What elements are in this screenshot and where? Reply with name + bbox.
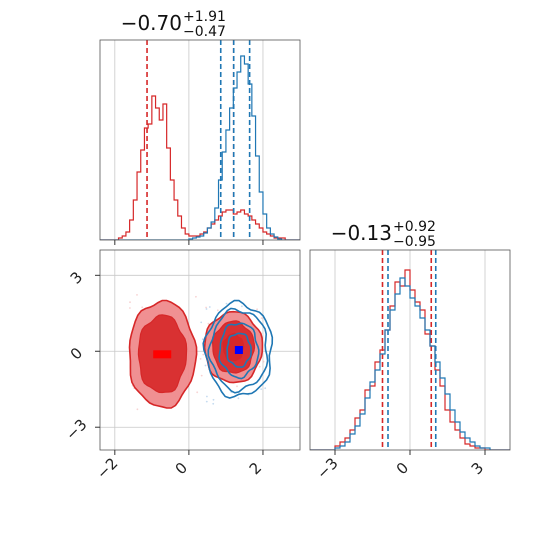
histogram-step-blue (100, 55, 300, 240)
contour-line-blue (202, 299, 274, 399)
sample-point (260, 317, 263, 319)
contour-line-blue (226, 332, 252, 368)
sample-point (201, 338, 204, 341)
panel-title-value: −0.70 (121, 11, 182, 35)
contour-line-blue (218, 322, 260, 380)
sample-point (202, 353, 205, 356)
sample-point (212, 402, 215, 405)
axes-layer: −2 0 2 −3 0 3 −3 0 3 (62, 39, 511, 483)
sample-point (256, 308, 258, 311)
sample-point (204, 364, 207, 367)
sample-point (262, 360, 265, 363)
panel-title-minus: −0.47 (183, 24, 226, 40)
sample-point (199, 358, 202, 360)
sample-point (129, 301, 131, 304)
sample-point (208, 306, 211, 308)
sample-point (205, 306, 208, 309)
histogram-step-red (100, 95, 300, 240)
sample-point (258, 365, 261, 368)
y-tick-label: 0 (67, 344, 86, 363)
titles-layer: −0.70 +1.91−0.47 −0.13 +0.92−0.95 (121, 9, 436, 250)
sample-point (260, 388, 263, 390)
y-tick-label: 3 (67, 268, 86, 287)
sample-point (136, 294, 138, 296)
sample-point (212, 398, 215, 401)
joint-contour-panel (100, 250, 300, 450)
x-tick-label: 3 (468, 459, 487, 478)
sample-point (196, 391, 199, 394)
x-tick-label: −2 (93, 454, 121, 482)
sample-point (205, 400, 208, 403)
sample-point (195, 295, 197, 298)
marker-blue (234, 346, 243, 354)
sample-point (200, 374, 203, 377)
marginal-histogram-param-2 (310, 250, 510, 450)
sample-point (225, 302, 228, 305)
y-tick-label: −3 (62, 415, 90, 443)
contour-line-blue (207, 307, 269, 394)
sample-point (129, 307, 131, 309)
histogram-step-red (310, 269, 510, 450)
sample-point (206, 395, 208, 398)
x-tick-label: 0 (172, 459, 191, 478)
sample-point (236, 385, 238, 388)
x-tick-label: 2 (246, 459, 265, 478)
marker-red (153, 350, 172, 359)
axes-frame (99, 249, 301, 451)
panel-title-minus: −0.95 (393, 234, 436, 250)
panel-title-plus: +1.91 (183, 9, 226, 25)
marginal-histogram-param-1 (100, 40, 300, 240)
sample-point (141, 306, 144, 309)
sample-point (216, 309, 219, 312)
sample-point (207, 322, 210, 325)
panel-title-plus: +0.92 (393, 219, 436, 235)
x-tick-label: 0 (393, 459, 412, 478)
sample-point (200, 321, 203, 324)
histogram-step-blue (310, 277, 510, 450)
sample-point (237, 397, 240, 400)
x-tick-label: −3 (313, 454, 341, 482)
sample-point (136, 408, 139, 411)
axes-frame (99, 39, 301, 241)
sample-point (264, 387, 267, 390)
sample-point (205, 308, 208, 310)
sample-point (241, 305, 243, 308)
panel-title-value: −0.13 (331, 221, 392, 245)
